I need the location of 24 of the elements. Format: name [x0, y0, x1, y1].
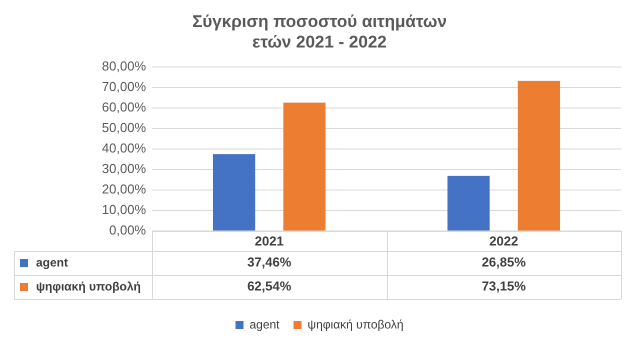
chart-title: Σύγκριση ποσοστού αιτημάτων ετών 2021 - 2022: [192, 12, 447, 52]
legend-label: ψηφιακή υποβολή: [308, 317, 404, 332]
x-tick-label: 2021: [254, 233, 284, 248]
y-tick-label: 30,00%: [102, 161, 146, 176]
bar: [518, 80, 560, 230]
x-tick-label: 2022: [489, 233, 518, 248]
y-tick-label: 50,00%: [102, 120, 146, 135]
y-tick-label: 40,00%: [102, 140, 146, 156]
bar: [447, 176, 490, 230]
bar: [212, 154, 256, 230]
text: agent: [36, 255, 68, 270]
data-label: 73,15%: [482, 278, 526, 294]
legend-label: agent: [249, 317, 280, 332]
bar: [283, 102, 326, 230]
text: ψηφιακή υποβολή: [36, 279, 141, 294]
y-tick-label: 70,00%: [102, 78, 146, 94]
data-label: 26,85%: [482, 254, 526, 270]
y-tick-label: 0,00%: [109, 222, 146, 238]
y-tick-label: 20,00%: [102, 182, 146, 197]
y-tick-label: 10,00%: [102, 202, 146, 218]
y-tick-label: 80,00%: [102, 58, 146, 74]
data-label: 37,46%: [247, 254, 292, 270]
y-tick-label: 60,00%: [102, 99, 146, 114]
data-label: 62,54%: [247, 278, 292, 294]
